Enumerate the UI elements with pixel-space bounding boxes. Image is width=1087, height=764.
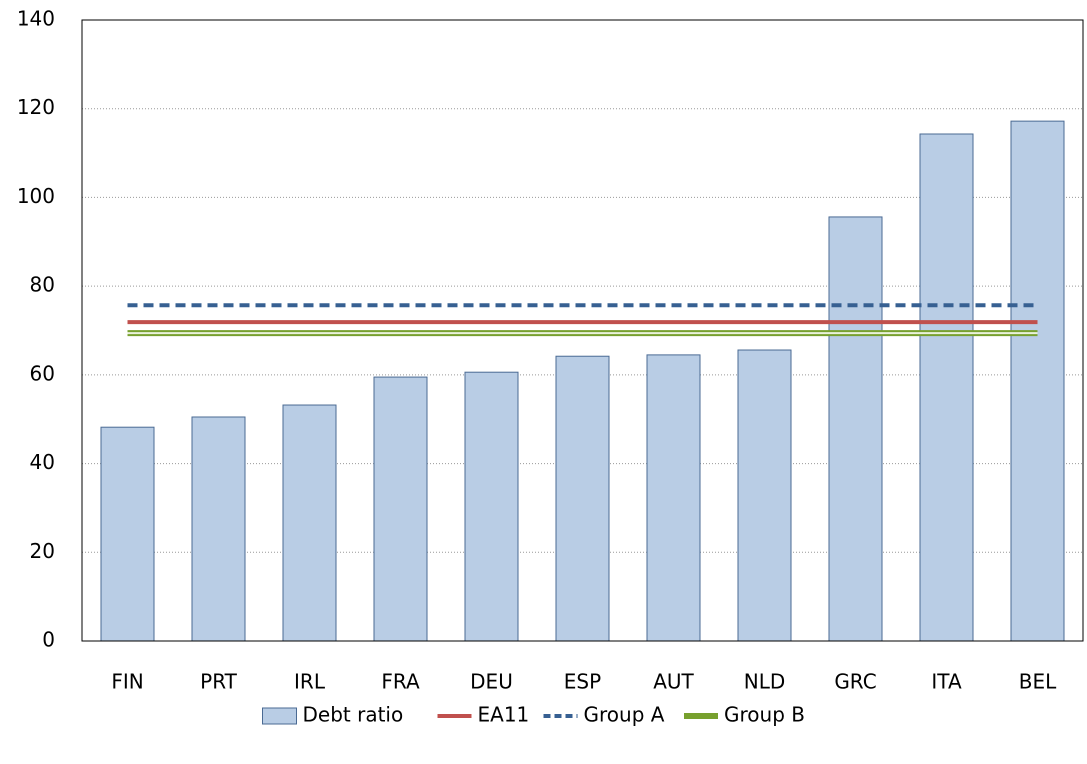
legend-label: Debt ratio: [303, 703, 404, 727]
legend-label: Group B: [724, 703, 805, 727]
x-tick-label: ITA: [931, 670, 962, 694]
y-tick-label: 20: [30, 539, 55, 563]
x-tick-label: PRT: [200, 670, 238, 694]
x-tick-label: IRL: [294, 670, 326, 694]
x-tick-label: GRC: [834, 670, 876, 694]
plot-border: [81, 19, 1084, 642]
y-tick-label: 120: [17, 95, 55, 119]
x-tick-label: FIN: [111, 670, 143, 694]
y-tick-label: 80: [30, 273, 55, 297]
bar: [646, 354, 701, 642]
legend-label: Group A: [584, 703, 665, 727]
x-tick-label: ESP: [564, 670, 601, 694]
bar: [828, 216, 883, 642]
bar: [191, 416, 246, 642]
bar: [100, 426, 155, 642]
bar: [1010, 120, 1065, 642]
x-tick-label: DEU: [470, 670, 513, 694]
y-tick-label: 100: [17, 184, 55, 208]
y-tick-label: 60: [30, 361, 55, 385]
legend-swatch: [262, 707, 297, 725]
y-tick-label: 40: [30, 450, 55, 474]
bar: [373, 376, 428, 642]
x-tick-label: BEL: [1019, 670, 1057, 694]
x-tick-label: FRA: [381, 670, 420, 694]
legend-label: EA11: [478, 703, 530, 727]
bar: [464, 371, 519, 642]
bar: [737, 349, 792, 642]
bar: [555, 355, 610, 642]
y-tick-label: 140: [17, 7, 55, 31]
bar: [282, 404, 337, 642]
y-tick-label: 0: [42, 628, 55, 652]
bar: [919, 133, 974, 642]
x-tick-label: AUT: [653, 670, 694, 694]
x-tick-label: NLD: [744, 670, 786, 694]
